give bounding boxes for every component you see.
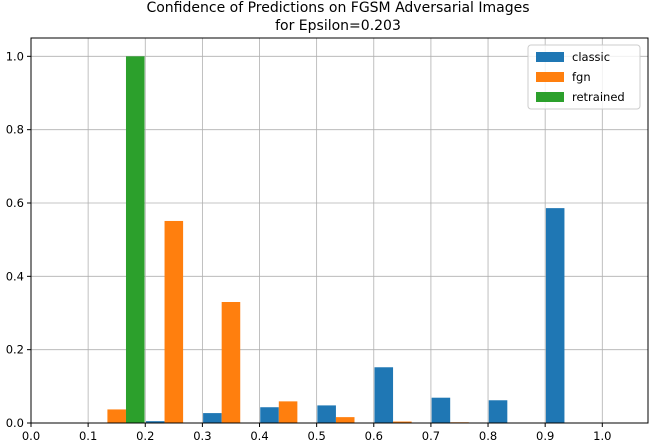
legend-swatch-classic bbox=[536, 52, 564, 62]
y-tick-label: 0.6 bbox=[6, 196, 24, 210]
bar-classic bbox=[203, 413, 222, 423]
x-tick-label: 0.2 bbox=[136, 429, 154, 443]
legend-label-retrained: retrained bbox=[572, 90, 625, 104]
bar-fgn bbox=[335, 417, 355, 423]
bar-retrained bbox=[125, 56, 145, 423]
y-tick-label: 0.2 bbox=[6, 343, 24, 357]
bar-classic bbox=[431, 397, 451, 423]
bar-classic bbox=[374, 367, 394, 423]
bar-classic bbox=[317, 405, 336, 423]
x-tick-label: 0.6 bbox=[365, 429, 383, 443]
x-tick-label: 0.5 bbox=[307, 429, 325, 443]
x-tick-label: 0.0 bbox=[22, 429, 40, 443]
y-tick-label: 0.0 bbox=[6, 416, 24, 430]
chart-subtitle: for Epsilon=0.203 bbox=[275, 18, 401, 34]
x-tick-label: 0.4 bbox=[250, 429, 268, 443]
bars bbox=[107, 56, 565, 423]
legend-swatch-fgn bbox=[536, 72, 564, 82]
x-tick-label: 1.0 bbox=[593, 429, 611, 443]
x-tick-label: 0.8 bbox=[479, 429, 497, 443]
x-tick-label: 0.7 bbox=[422, 429, 440, 443]
x-axis-ticks: 0.0 0.1 0.2 0.3 0.4 0.5 0.6 0.7 0.8 0.9 1.0 bbox=[22, 423, 611, 443]
bar-classic bbox=[145, 421, 165, 423]
bar-fgn bbox=[164, 220, 184, 423]
legend-label-classic: classic bbox=[572, 50, 610, 64]
legend: classic fgn retrained bbox=[527, 44, 641, 110]
bar-fgn bbox=[107, 409, 126, 423]
x-tick-label: 0.3 bbox=[193, 429, 211, 443]
y-tick-label: 1.0 bbox=[6, 49, 24, 63]
bar-fgn bbox=[393, 421, 412, 423]
bar-classic bbox=[260, 407, 279, 423]
y-axis-ticks: 0.0 0.2 0.4 0.6 0.8 1.0 bbox=[6, 49, 31, 430]
chart-title: Confidence of Predictions on FGSM Advers… bbox=[146, 0, 529, 16]
legend-label-fgn: fgn bbox=[572, 70, 591, 84]
y-tick-label: 0.4 bbox=[6, 269, 24, 283]
bar-classic bbox=[545, 208, 565, 423]
bar-fgn bbox=[221, 302, 241, 423]
bar-classic bbox=[488, 400, 508, 423]
x-tick-label: 0.1 bbox=[79, 429, 97, 443]
x-tick-label: 0.9 bbox=[536, 429, 554, 443]
legend-swatch-retrained bbox=[536, 92, 564, 102]
y-tick-label: 0.8 bbox=[6, 123, 24, 137]
plot-frame bbox=[30, 37, 649, 424]
bar-fgn bbox=[278, 401, 298, 423]
